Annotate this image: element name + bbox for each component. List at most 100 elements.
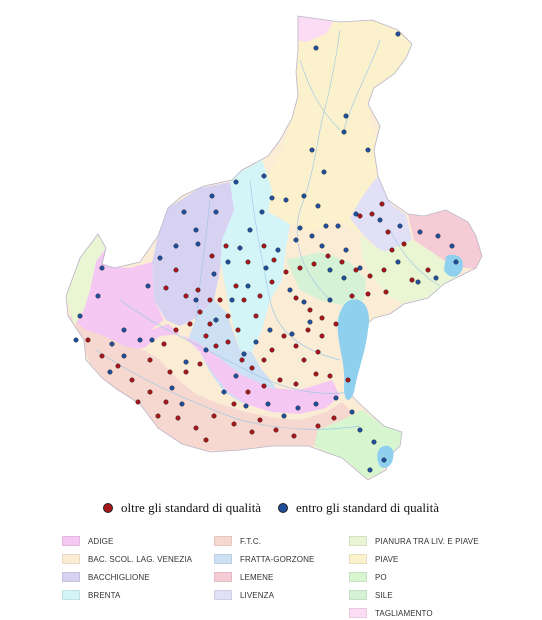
basin-west-strip bbox=[66, 234, 106, 326]
station-entro-dot bbox=[295, 405, 301, 411]
legend-item-entro: entro gli standard di qualità bbox=[278, 500, 439, 516]
basin-legend-pianura: PIANURA TRA LIV. E PIAVE bbox=[349, 534, 479, 548]
station-entro-dot bbox=[229, 297, 235, 303]
status-legend: oltre gli standard di qualità entro gli … bbox=[0, 496, 542, 522]
basin-legend-ftc: F.T.C. bbox=[214, 534, 261, 548]
station-entro-dot bbox=[415, 279, 421, 285]
station-oltre-dot bbox=[167, 369, 173, 375]
station-entro-dot bbox=[289, 331, 295, 337]
station-oltre-dot bbox=[235, 327, 241, 333]
station-entro-dot bbox=[157, 255, 163, 261]
basin-label: SILE bbox=[375, 590, 393, 600]
station-oltre-dot bbox=[99, 353, 105, 359]
station-entro-dot bbox=[327, 297, 333, 303]
station-oltre-dot bbox=[379, 201, 385, 207]
station-oltre-dot bbox=[231, 421, 237, 427]
basin-legend-bac-scol: BAC. SCOL. LAG. VENEZIA bbox=[62, 552, 192, 566]
basin-swatch-brenta bbox=[62, 590, 80, 600]
basin-label: BACCHIGLIONE bbox=[88, 572, 150, 582]
basin-swatch-lemene bbox=[214, 572, 232, 582]
station-entro-dot bbox=[281, 413, 287, 419]
legend-label-entro: entro gli standard di qualità bbox=[296, 500, 439, 515]
station-oltre-dot bbox=[357, 213, 363, 219]
basin-adige-corridor bbox=[124, 324, 340, 414]
station-entro-dot bbox=[173, 243, 179, 249]
station-oltre-dot bbox=[195, 287, 201, 293]
station-oltre-dot bbox=[319, 333, 325, 339]
station-entro-dot bbox=[195, 241, 201, 247]
station-entro-dot bbox=[313, 45, 319, 51]
basin-bacchiglione-area bbox=[152, 182, 234, 326]
station-oltre-dot bbox=[225, 313, 231, 319]
station-oltre-dot bbox=[271, 257, 277, 263]
venice-lagoon bbox=[337, 254, 463, 468]
blue-dot-icon bbox=[278, 503, 288, 513]
basin-legend-bacchiglione: BACCHIGLIONE bbox=[62, 570, 150, 584]
station-oltre-dot bbox=[203, 437, 209, 443]
station-oltre-dot bbox=[305, 327, 311, 333]
station-entro-dot bbox=[99, 265, 105, 271]
basin-lemene-area bbox=[408, 210, 482, 270]
station-entro-dot bbox=[145, 283, 151, 289]
station-oltre-dot bbox=[233, 283, 239, 289]
basin-legend-adige: ADIGE bbox=[62, 534, 113, 548]
station-entro-dot bbox=[343, 113, 349, 119]
station-entro-dot bbox=[107, 369, 113, 375]
station-entro-dot bbox=[377, 217, 383, 223]
station-entro-dot bbox=[109, 341, 115, 347]
station-entro-dot bbox=[341, 275, 347, 281]
legend-label-oltre: oltre gli standard di qualità bbox=[121, 500, 262, 515]
basin-legend-brenta: BRENTA bbox=[62, 588, 120, 602]
station-entro-dot bbox=[179, 401, 185, 407]
station-oltre-dot bbox=[257, 417, 263, 423]
station-entro-dot bbox=[309, 147, 315, 153]
station-entro-dot bbox=[221, 389, 227, 395]
station-entro-dot bbox=[261, 173, 267, 179]
station-entro-dot bbox=[95, 293, 101, 299]
station-entro-dot bbox=[323, 223, 329, 229]
station-entro-dot bbox=[349, 409, 355, 415]
station-entro-dot bbox=[121, 327, 127, 333]
basin-piave-area bbox=[262, 16, 420, 232]
station-entro-dot bbox=[319, 243, 325, 249]
station-oltre-dot bbox=[261, 357, 267, 363]
station-oltre-dot bbox=[293, 381, 299, 387]
station-oltre-dot bbox=[269, 279, 275, 285]
basin-label: TAGLIAMENTO bbox=[375, 608, 433, 618]
basin-pianura-liv-piave-area bbox=[360, 236, 460, 304]
station-entro-dot bbox=[181, 209, 187, 215]
station-oltre-dot bbox=[203, 333, 209, 339]
station-oltre-dot bbox=[209, 253, 215, 259]
station-entro-dot bbox=[237, 245, 243, 251]
basin-legend-po: PO bbox=[349, 570, 387, 584]
station-entro-dot bbox=[243, 403, 249, 409]
station-entro-dot bbox=[365, 147, 371, 153]
station-oltre-dot bbox=[261, 243, 267, 249]
station-oltre-dot bbox=[301, 357, 307, 363]
station-entro-dot bbox=[301, 193, 307, 199]
station-oltre-dot bbox=[115, 363, 121, 369]
station-oltre-dot bbox=[409, 277, 415, 283]
station-oltre-dot bbox=[261, 383, 267, 389]
station-oltre-dot bbox=[315, 423, 321, 429]
basin-label: LEMENE bbox=[240, 572, 274, 582]
station-oltre-dot bbox=[307, 307, 313, 313]
station-oltre-dot bbox=[319, 315, 325, 321]
station-entro-dot bbox=[307, 319, 313, 325]
station-entro-dot bbox=[73, 337, 79, 343]
station-entro-dot bbox=[353, 211, 359, 217]
station-oltre-dot bbox=[135, 399, 141, 405]
basin-swatch-ftc bbox=[214, 536, 232, 546]
station-oltre-dot bbox=[207, 297, 213, 303]
station-entro-dot bbox=[225, 259, 231, 265]
station-oltre-dot bbox=[245, 259, 251, 265]
basin-legend-fratta-gorzone: FRATTA-GORZONE bbox=[214, 552, 314, 566]
station-oltre-dot bbox=[311, 261, 317, 267]
station-entro-dot bbox=[233, 179, 239, 185]
station-entro-dot bbox=[275, 247, 281, 253]
station-entro-dot bbox=[169, 385, 175, 391]
basin-swatch-adige bbox=[62, 536, 80, 546]
station-entro-dot bbox=[283, 197, 289, 203]
station-entro-dot bbox=[367, 467, 373, 473]
station-oltre-dot bbox=[161, 341, 167, 347]
